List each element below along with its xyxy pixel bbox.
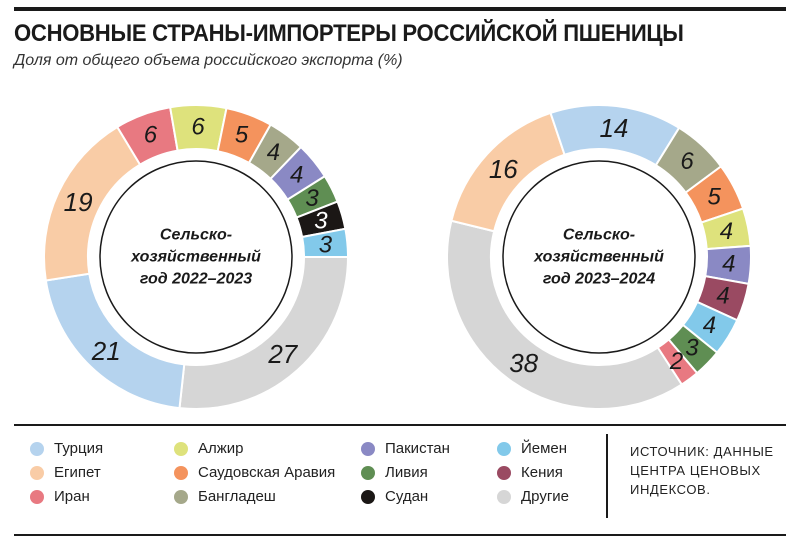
legend-item-iran: Иран <box>30 488 90 505</box>
slice-label-1-egypt: 19 <box>64 187 93 217</box>
slice-label-2-egypt: 16 <box>489 154 518 184</box>
slice-label-2-libya: 3 <box>685 334 699 361</box>
slice-label-1-saudi-arabia: 5 <box>235 122 249 149</box>
legend: ИСТОЧНИК: ДАННЫЕ ЦЕНТРА ЦЕНОВЫХ ИНДЕКСОВ… <box>14 424 786 536</box>
legend-swatch <box>361 441 375 456</box>
center-label-1-line-1: Сельско- <box>160 227 232 244</box>
slice-label-2-bangladesh: 6 <box>680 148 694 175</box>
legend-label: Турция <box>54 440 104 457</box>
legend-item-algeria: Алжир <box>174 440 244 457</box>
legend-item-kenya: Кения <box>497 464 563 481</box>
center-label-1-line-3: год 2022–2023 <box>140 271 252 288</box>
legend-label: Ливия <box>385 464 428 481</box>
legend-label: Другие <box>521 488 570 505</box>
slice-label-1-yemen: 3 <box>319 231 333 258</box>
slice-2-other <box>446 219 684 410</box>
legend-item-bangladesh: Бангладеш <box>174 488 276 505</box>
legend-divider <box>606 434 608 518</box>
slice-label-1-other: 27 <box>267 339 298 369</box>
legend-item-sudan: Судан <box>361 488 428 505</box>
legend-swatch <box>174 441 188 456</box>
center-label-1-line-2: хозяйственный <box>130 249 261 266</box>
legend-swatch <box>497 489 511 504</box>
center-label-2-line-2: хозяйственный <box>533 249 664 266</box>
legend-label: Судан <box>385 488 429 505</box>
chart-title: ОСНОВНЫЕ СТРАНЫ-ИМПОРТЕРЫ РОССИЙСКОЙ ПШЕ… <box>14 20 684 47</box>
legend-item-egypt: Египет <box>30 464 101 481</box>
center-outline-2 <box>502 160 696 354</box>
legend-item-pakistan: Пакистан <box>361 440 450 457</box>
legend-swatch <box>497 441 511 456</box>
donut-hole-2 <box>492 150 706 364</box>
legend-swatch <box>174 489 188 504</box>
legend-item-saudi-arabia: Саудовская Аравия <box>174 464 335 481</box>
slice-label-2-other: 38 <box>509 348 538 378</box>
center-outline-1 <box>99 160 293 354</box>
legend-swatch <box>361 489 375 504</box>
legend-label: Пакистан <box>385 440 450 457</box>
legend-swatch <box>30 489 44 504</box>
legend-label: Бангладеш <box>198 488 276 505</box>
slice-label-2-turkey: 14 <box>599 113 628 143</box>
donut-hole-1 <box>89 150 303 364</box>
legend-swatch <box>174 465 188 480</box>
top-rule <box>14 7 786 11</box>
slice-label-1-libya: 3 <box>305 185 319 212</box>
slice-label-2-kenya: 4 <box>716 282 729 309</box>
legend-item-turkey: Турция <box>30 440 103 457</box>
legend-swatch <box>30 465 44 480</box>
legend-item-libya: Ливия <box>361 464 428 481</box>
slice-label-1-bangladesh: 4 <box>267 139 280 166</box>
legend-swatch <box>30 441 44 456</box>
legend-label: Иран <box>54 488 90 505</box>
source-note: ИСТОЧНИК: ДАННЫЕ ЦЕНТРА ЦЕНОВЫХ ИНДЕКСОВ… <box>630 444 774 497</box>
legend-label: Алжир <box>198 440 244 457</box>
legend-item-yemen: Йемен <box>497 440 567 457</box>
slice-1-yemen <box>300 227 350 258</box>
chart-subtitle: Доля от общего объема российского экспор… <box>14 52 403 69</box>
center-label-2-line-3: год 2023–2024 <box>543 271 655 288</box>
legend-item-other: Другие <box>497 488 569 505</box>
slice-label-1-pakistan: 4 <box>290 161 303 188</box>
slice-label-2-saudi-arabia: 5 <box>708 183 722 210</box>
center-label-2-line-1: Сельско- <box>563 227 635 244</box>
slice-label-2-pakistan: 4 <box>722 250 735 277</box>
slice-label-2-iran: 2 <box>669 348 683 375</box>
legend-label: Египет <box>54 464 101 481</box>
legend-label: Йемен <box>521 440 568 457</box>
slice-label-1-iran: 6 <box>144 122 158 149</box>
slice-label-2-algeria: 4 <box>720 218 733 245</box>
legend-swatch <box>361 465 375 480</box>
slice-label-1-algeria: 6 <box>191 114 205 141</box>
legend-swatch <box>497 465 511 480</box>
slice-label-2-yemen: 4 <box>703 312 716 339</box>
slice-label-1-turkey: 21 <box>91 336 121 366</box>
legend-label: Кения <box>521 464 563 481</box>
legend-label: Саудовская Аравия <box>198 464 336 481</box>
slice-label-1-sudan: 3 <box>314 208 328 235</box>
slice-2-iran <box>656 338 699 386</box>
